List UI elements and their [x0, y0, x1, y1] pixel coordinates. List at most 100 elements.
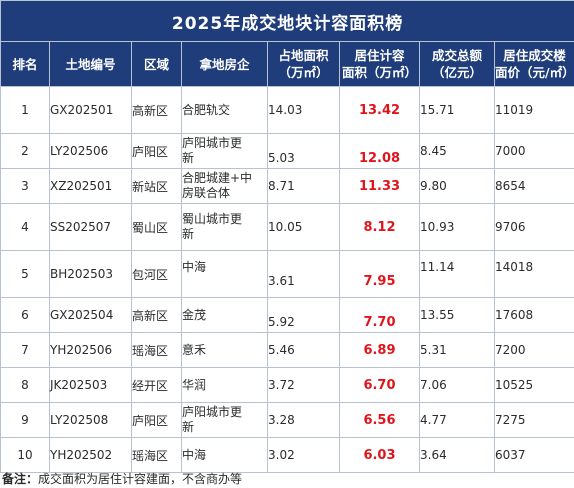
residential-area-value: 7.95 — [363, 273, 396, 289]
district-cell: 瑶海区 — [131, 437, 182, 473]
table-row: 4 SS202507 蜀山区 蜀山城市更新 10.05 8.12 10.93 9… — [0, 203, 574, 251]
land-code-cell: JK202503 — [49, 367, 132, 403]
residential-area-cell: 7.70 — [339, 297, 420, 333]
header-residential-line2: 面积（万㎡） — [341, 65, 417, 80]
header-area-line1: 占地面积 — [278, 48, 329, 63]
developer-cell: 庐阳城市更新 — [181, 133, 268, 169]
rank-cell: 9 — [0, 402, 50, 438]
developer-cell: 蜀山城市更新 — [181, 203, 268, 251]
developer-cell: 意禾 — [181, 332, 268, 368]
total-amount-cell: 8.45 — [419, 133, 495, 169]
table-row: 7 YH202506 瑶海区 意禾 5.46 6.89 5.31 7200 — [0, 332, 574, 368]
table-title: 2025年成交地块计容面积榜 — [0, 0, 574, 42]
district-cell: 庐阳区 — [131, 133, 182, 169]
land-area-cell: 3.61 — [267, 250, 340, 298]
developer-line: 庐阳城市更 — [182, 136, 243, 150]
land-code-cell: YH202502 — [49, 437, 132, 473]
footnote-text: 成交面积为居住计容建面，不含商办等 — [38, 472, 243, 486]
land-area-cell: 8.71 — [267, 168, 340, 204]
residential-area-cell: 6.56 — [339, 402, 420, 438]
developer-cell: 合肥轨交 — [181, 86, 268, 134]
total-amount-cell: 4.77 — [419, 402, 495, 438]
residential-area-value: 12.08 — [358, 150, 401, 166]
rank-cell: 10 — [0, 437, 50, 473]
total-amount-cell: 3.64 — [419, 437, 495, 473]
floor-price-cell: 7000 — [493, 133, 574, 169]
land-area-cell: 3.28 — [267, 402, 340, 438]
land-area-cell: 10.05 — [267, 203, 340, 251]
floor-price-cell: 9706 — [493, 203, 574, 251]
developer-cell: 庐阳城市更新 — [181, 402, 268, 438]
developer-line: 金茂 — [182, 307, 207, 322]
developer-line: 新 — [182, 227, 195, 241]
header-price-line2: 面价（元/㎡） — [495, 65, 574, 80]
land-area-cell: 5.46 — [267, 332, 340, 368]
header-residential-line1: 居住计容 — [354, 48, 405, 63]
table-row: 1 GX202501 高新区 合肥轨交 14.03 13.42 15.71 11… — [0, 86, 574, 134]
rank-cell: 2 — [0, 133, 50, 169]
developer-line: 庐阳城市更 — [182, 405, 243, 419]
land-area-value: 3.61 — [268, 274, 295, 288]
total-amount-cell: 10.93 — [419, 203, 495, 251]
rank-cell: 4 — [0, 203, 50, 251]
developer-line: 房联合体 — [182, 186, 231, 200]
district-cell: 新站区 — [131, 168, 182, 204]
table-row: 3 XZ202501 新站区 合肥城建+中 房联合体 8.71 11.33 9.8… — [0, 168, 574, 204]
ranking-table: 2025年成交地块计容面积榜 排名 土地编号 区域 拿地房企 占地面积 （万㎡）… — [0, 0, 574, 473]
land-area-value: 5.03 — [268, 151, 295, 165]
rank-cell: 6 — [0, 297, 50, 333]
developer-line: 意禾 — [182, 342, 207, 357]
floor-price-cell: 11019 — [493, 86, 574, 134]
developer-line: 新 — [182, 420, 195, 434]
land-area-cell: 3.02 — [267, 437, 340, 473]
land-area-value: 5.92 — [268, 315, 295, 329]
rank-cell: 5 — [0, 250, 50, 298]
land-area-cell: 3.72 — [267, 367, 340, 403]
residential-area-cell: 6.89 — [339, 332, 420, 368]
land-code-cell: LY202508 — [49, 402, 132, 438]
land-code-cell: GX202501 — [49, 86, 132, 134]
land-area-cell: 5.03 — [267, 133, 340, 169]
developer-line: 新 — [182, 151, 195, 165]
header-district: 区域 — [131, 41, 182, 87]
district-cell: 蜀山区 — [131, 203, 182, 251]
header-price-line1: 居住成交楼 — [503, 48, 566, 63]
table-row: 2 LY202506 庐阳区 庐阳城市更新 5.03 12.08 8.45 70… — [0, 133, 574, 169]
district-cell: 经开区 — [131, 367, 182, 403]
header-price: 居住成交楼 面价（元/㎡） — [493, 41, 574, 87]
developer-line: 合肥轨交 — [182, 102, 231, 117]
floor-price-cell: 10525 — [493, 367, 574, 403]
land-code-cell: YH202506 — [49, 332, 132, 368]
land-area-cell: 5.92 — [267, 297, 340, 333]
floor-price-cell: 14018 — [493, 250, 574, 298]
residential-area-value: 7.70 — [363, 314, 396, 330]
developer-cell: 合肥城建+中 房联合体 — [181, 168, 268, 204]
developer-cell: 金茂 — [181, 297, 268, 333]
land-code-cell: SS202507 — [49, 203, 132, 251]
rank-cell: 1 — [0, 86, 50, 134]
table-row: 10 YH202502 瑶海区 中海 3.02 6.03 3.64 6037 — [0, 437, 574, 473]
header-rank: 排名 — [0, 41, 50, 87]
rank-cell: 7 — [0, 332, 50, 368]
table-row: 9 LY202508 庐阳区 庐阳城市更新 3.28 6.56 4.77 727… — [0, 402, 574, 438]
developer-cell: 中海 — [181, 250, 268, 298]
district-cell: 高新区 — [131, 86, 182, 134]
residential-area-cell: 11.33 — [339, 168, 420, 204]
land-code-cell: GX202504 — [49, 297, 132, 333]
header-developer: 拿地房企 — [181, 41, 268, 87]
developer-line: 中海 — [182, 447, 207, 462]
rank-cell: 3 — [0, 168, 50, 204]
footnote: 备注：成交面积为居住计容建面，不含商办等 — [2, 470, 242, 487]
district-cell: 包河区 — [131, 250, 182, 298]
district-cell: 高新区 — [131, 297, 182, 333]
residential-area-cell: 8.12 — [339, 203, 420, 251]
floor-price-cell: 7200 — [493, 332, 574, 368]
residential-area-cell: 12.08 — [339, 133, 420, 169]
district-cell: 瑶海区 — [131, 332, 182, 368]
footnote-label: 备注： — [2, 472, 39, 486]
header-amount: 成交总额 （亿元） — [419, 41, 495, 87]
floor-price-cell: 7275 — [493, 402, 574, 438]
residential-area-cell: 7.95 — [339, 250, 420, 298]
land-code-cell: LY202506 — [49, 133, 132, 169]
